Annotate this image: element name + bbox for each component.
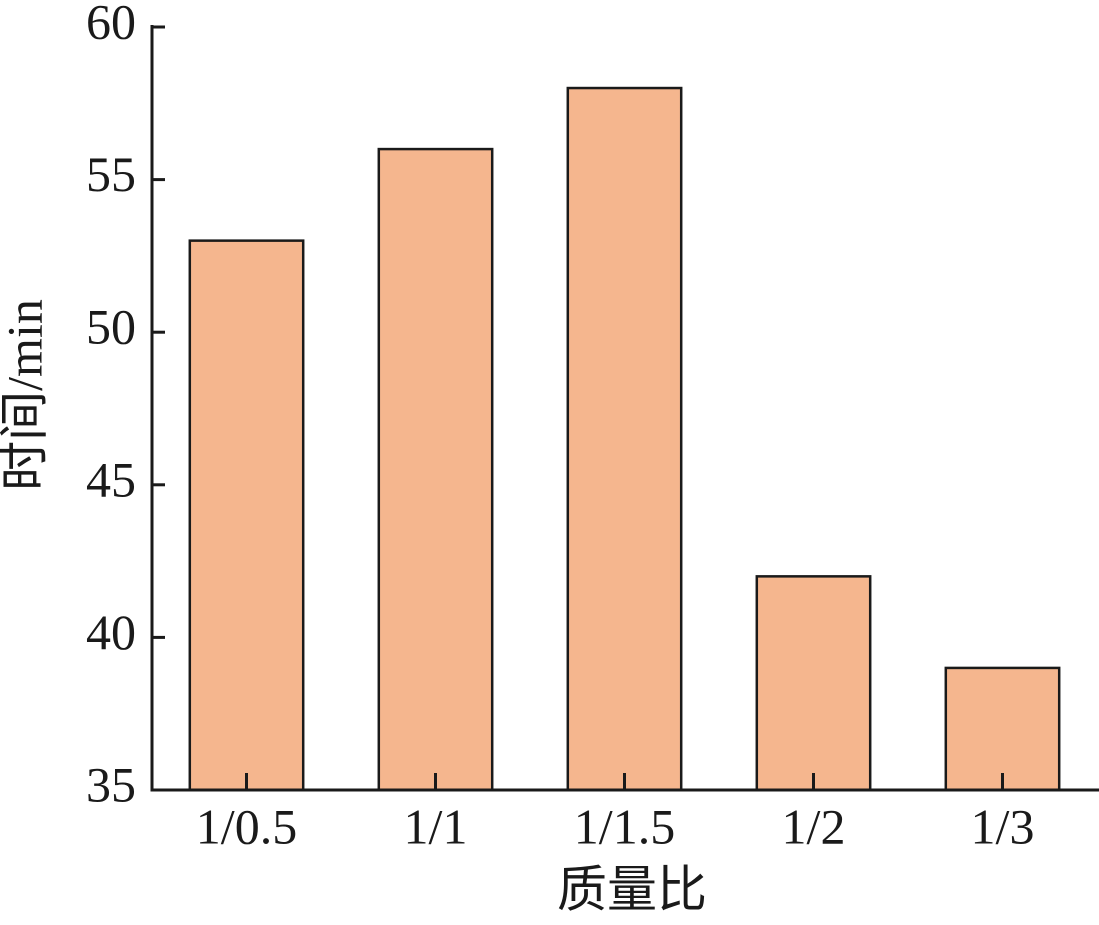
y-tick-label: 35	[86, 756, 136, 812]
x-axis-label: 质量比	[557, 861, 707, 917]
x-tick-label: 1/0.5	[196, 798, 297, 854]
bar	[188, 239, 305, 792]
bar	[944, 666, 1061, 792]
bar	[566, 86, 683, 792]
x-tick-label: 1/1.5	[574, 798, 675, 854]
bar	[755, 575, 872, 792]
y-tick-label: 40	[86, 604, 136, 660]
y-tick-label: 50	[86, 299, 136, 355]
y-axis-label: 时间/min	[0, 299, 52, 491]
bar	[377, 147, 494, 792]
y-tick-label: 55	[86, 146, 136, 202]
x-tick-label: 1/2	[782, 798, 846, 854]
y-tick-label: 60	[86, 0, 136, 49]
x-tick-label: 1/1	[404, 798, 468, 854]
x-tick-label: 1/3	[971, 798, 1035, 854]
y-tick-label: 45	[86, 451, 136, 507]
